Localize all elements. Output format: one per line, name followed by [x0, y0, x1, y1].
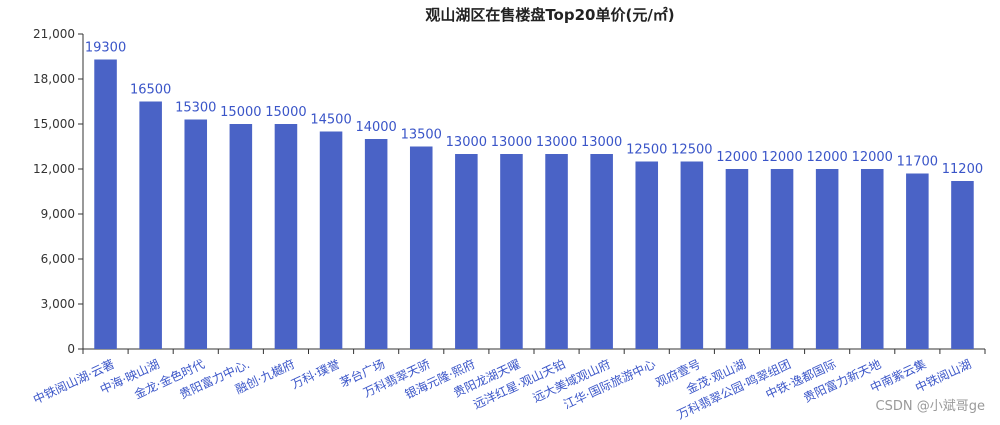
data-label: 12000 [806, 150, 847, 165]
bars [94, 59, 974, 349]
bar [590, 154, 613, 349]
data-label: 15000 [265, 105, 306, 120]
data-label: 11700 [897, 155, 938, 170]
data-label: 13500 [401, 128, 442, 143]
data-label: 19300 [85, 41, 126, 56]
y-tick-label: 21,000 [33, 27, 75, 41]
bar [725, 169, 749, 349]
bar [951, 181, 974, 349]
x-axis: 中铁阅山湖·云著中海·映山湖金龙·金色时代贵阳富力中心.融创·九樾府万科·璞誉茅… [31, 348, 986, 422]
y-tick-label: 15,000 [33, 117, 75, 131]
watermark: CSDN @小斌哥ge [876, 399, 985, 414]
bar [770, 169, 794, 349]
data-label: 13000 [581, 135, 622, 150]
chart-title: 观山湖区在售楼盘Top20单价(元/㎡) [425, 6, 674, 24]
data-label: 15000 [220, 105, 261, 120]
y-tick-label: 12,000 [33, 162, 75, 176]
bar [455, 154, 478, 349]
bar [409, 146, 433, 349]
data-label: 11200 [942, 162, 983, 177]
data-label: 13000 [536, 135, 577, 150]
data-label: 15300 [175, 101, 216, 116]
data-label: 16500 [130, 83, 171, 98]
data-label: 14000 [355, 120, 396, 135]
data-label: 13000 [446, 135, 487, 150]
data-label: 14500 [310, 113, 351, 128]
bar [139, 101, 162, 349]
data-label: 12500 [626, 143, 667, 158]
bar [545, 154, 568, 349]
bar [906, 173, 929, 349]
y-tick-label: 0 [67, 342, 75, 356]
bar [635, 161, 659, 349]
bar [860, 169, 884, 349]
bar [815, 169, 839, 349]
y-tick-label: 9,000 [41, 207, 75, 221]
data-label: 12000 [716, 150, 757, 165]
data-label: 12500 [671, 143, 712, 158]
data-labels: 19300 16500 15300 15000 15000 14500 14000 13500… [85, 41, 983, 178]
bar [184, 119, 208, 349]
x-tick-label: 万科·璞誉 [289, 357, 342, 392]
bar [364, 139, 388, 349]
y-tick-label: 3,000 [41, 297, 75, 311]
data-label: 12000 [761, 150, 802, 165]
data-label: 12000 [852, 150, 893, 165]
bar [94, 59, 117, 349]
bar [319, 131, 343, 349]
bar [680, 161, 704, 349]
y-tick-label: 18,000 [33, 72, 75, 86]
bar [274, 124, 298, 349]
y-tick-label: 6,000 [41, 252, 75, 266]
bar [229, 124, 253, 349]
y-axis: 0 3,000 6,000 9,000 12,000 15,000 18,000 21,000 [33, 27, 84, 356]
bar [500, 154, 523, 349]
data-label: 13000 [491, 135, 532, 150]
